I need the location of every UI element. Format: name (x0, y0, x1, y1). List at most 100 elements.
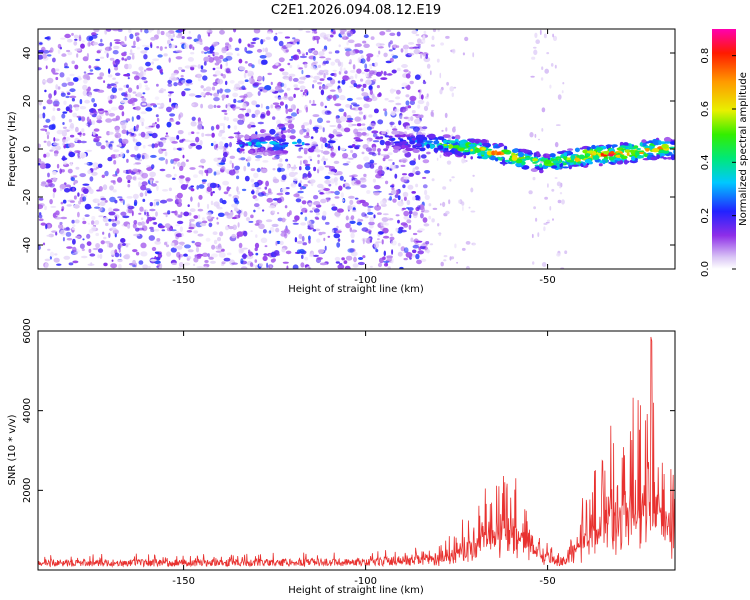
noise-speckle (379, 31, 386, 36)
noise-speckle (113, 64, 118, 68)
noise-speckle (317, 64, 322, 68)
noise-speckle (146, 131, 153, 134)
noise-speckle (270, 104, 274, 109)
snr-background (38, 331, 675, 570)
signal-band-cell (543, 153, 547, 159)
noise-speckle (156, 83, 159, 87)
noise-speckle (304, 63, 308, 69)
noise-speckle (422, 176, 427, 179)
noise-speckle (69, 109, 73, 113)
noise-speckle (104, 110, 108, 113)
noise-speckle (234, 83, 241, 90)
snr-frame (37, 330, 676, 571)
noise-speckle (266, 197, 274, 203)
noise-speckle (367, 205, 374, 208)
noise-speckle (141, 76, 147, 80)
noise-speckle (237, 100, 244, 103)
noise-speckle (190, 185, 194, 188)
noise-speckle (148, 235, 155, 241)
noise-speckle (308, 155, 312, 160)
noise-speckle (275, 227, 280, 233)
noise-speckle (55, 76, 59, 81)
noise-speckle (142, 92, 146, 95)
noise-speckle (407, 207, 414, 211)
noise-speckle (61, 82, 68, 88)
noise-speckle (422, 81, 427, 85)
signal-band-cell (524, 153, 528, 157)
noise-speckle (151, 164, 155, 170)
noise-speckle (275, 241, 278, 246)
signal-band-cell (624, 149, 631, 154)
noise-speckle (350, 251, 358, 257)
noise-speckle (54, 153, 58, 157)
noise-speckle (218, 123, 226, 126)
noise-speckle (320, 143, 324, 150)
signal-band-cell (619, 145, 628, 149)
noise-speckle (292, 222, 299, 225)
noise-speckle (353, 128, 359, 135)
noise-speckle (293, 164, 297, 170)
noise-speckle (165, 158, 168, 165)
signal-band-cell (471, 151, 475, 155)
noise-speckle (310, 48, 316, 51)
noise-speckle (52, 170, 57, 175)
noise-speckle (285, 49, 289, 53)
noise-speckle (254, 197, 259, 201)
noise-speckle (343, 35, 347, 40)
noise-speckle (227, 46, 232, 50)
noise-speckle (199, 140, 203, 146)
noise-speckle (333, 160, 340, 164)
noise-speckle (69, 88, 76, 93)
noise-speckle (114, 66, 119, 71)
noise-speckle (193, 263, 196, 266)
noise-speckle (226, 106, 231, 111)
noise-speckle (339, 94, 346, 101)
noise-speckle (251, 183, 255, 188)
noise-speckle (293, 104, 296, 111)
noise-speckle (417, 99, 425, 105)
noise-speckle (150, 44, 153, 49)
noise-speckle (117, 177, 123, 183)
noise-speckle (91, 220, 95, 225)
noise-speckle (360, 58, 366, 64)
noise-speckle (56, 108, 61, 111)
noise-speckle (304, 163, 311, 167)
noise-speckle (549, 84, 552, 89)
noise-speckle (98, 43, 105, 47)
noise-speckle (58, 224, 64, 229)
noise-speckle (71, 227, 76, 231)
noise-speckle (362, 40, 367, 44)
noise-speckle (305, 52, 308, 56)
signal-band-cell (530, 168, 539, 172)
noise-speckle (43, 125, 49, 128)
noise-speckle (403, 210, 410, 217)
noise-speckle (299, 55, 307, 59)
noise-speckle (97, 108, 104, 112)
noise-speckle (168, 44, 176, 49)
signal-band-cell (570, 155, 576, 160)
noise-speckle (336, 208, 344, 213)
noise-speckle (363, 173, 367, 177)
signal-band-cell (658, 150, 667, 154)
noise-speckle (69, 122, 75, 129)
signal-band-cell (426, 143, 431, 149)
noise-speckle (395, 227, 399, 232)
noise-speckle (556, 252, 561, 257)
noise-speckle (559, 192, 563, 195)
noise-speckle (325, 57, 332, 61)
signal-band-cell (388, 135, 393, 139)
noise-speckle (60, 37, 66, 40)
noise-speckle (426, 63, 431, 69)
noise-speckle (65, 184, 71, 188)
signal-band-cell (562, 166, 569, 169)
noise-speckle (266, 110, 271, 116)
noise-speckle (366, 56, 371, 62)
noise-speckle (210, 191, 213, 197)
noise-speckle (186, 36, 192, 40)
noise-speckle (119, 253, 122, 258)
noise-speckle (296, 41, 300, 45)
noise-speckle (204, 51, 207, 55)
signal-band-cell (619, 151, 624, 154)
signal-band-cell (592, 151, 597, 156)
noise-speckle (348, 123, 354, 128)
